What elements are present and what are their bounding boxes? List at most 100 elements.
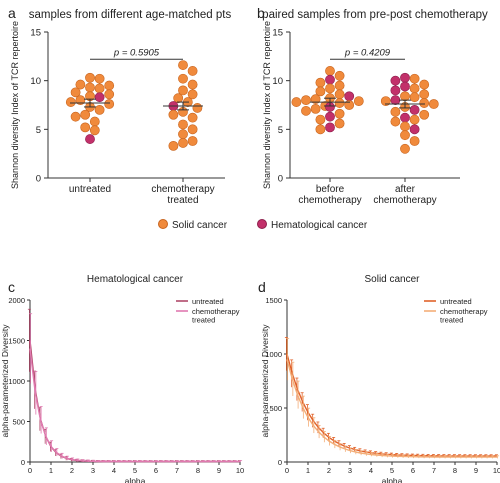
- x-axis-label: alpha: [125, 476, 146, 483]
- data-point-solid: [94, 104, 105, 115]
- data-point-solid: [315, 86, 326, 97]
- data-point-hematological: [390, 85, 401, 96]
- y-tick-label: 1500: [265, 296, 282, 305]
- y-tick-label: 1000: [8, 377, 25, 386]
- data-point-solid: [80, 109, 91, 120]
- data-point-solid: [419, 109, 430, 120]
- x-tick-label: 8: [196, 466, 200, 475]
- y-tick-label: 10: [30, 76, 41, 87]
- legend-label: treated: [440, 316, 463, 325]
- y-tick-label: 0: [21, 458, 25, 467]
- data-point-solid: [334, 98, 345, 108]
- data-point-solid: [301, 95, 311, 106]
- y-tick-label: 5: [278, 125, 283, 136]
- data-point-solid: [187, 89, 198, 100]
- data-point-solid: [291, 97, 302, 107]
- data-point-solid: [315, 77, 326, 88]
- data-point-solid: [400, 91, 410, 102]
- legend-solid-label: Solid cancer: [172, 220, 228, 231]
- legend-label: chemotherapy: [192, 307, 240, 316]
- series-line: [286, 359, 497, 458]
- x-tick-label: 7: [175, 466, 179, 475]
- category-label: after: [395, 184, 416, 195]
- panel-title: samples from different age-matched pts: [29, 9, 232, 21]
- panel-label-a: a: [8, 5, 16, 21]
- panel-b-scatter: paired samples from pre-post chemotherap…: [262, 9, 488, 206]
- data-point-solid: [409, 136, 420, 146]
- x-tick-label: 2: [70, 466, 74, 475]
- data-point-solid: [390, 116, 401, 127]
- y-tick-label: 500: [12, 418, 25, 427]
- data-point-solid: [301, 105, 311, 116]
- data-point-solid: [419, 98, 430, 108]
- data-point-solid: [400, 130, 410, 141]
- x-tick-label: 7: [432, 466, 436, 475]
- data-point-solid: [419, 79, 430, 90]
- data-point-solid: [310, 94, 321, 105]
- y-tick-label: 500: [269, 404, 282, 413]
- y-tick-label: 0: [36, 174, 41, 185]
- data-point-solid: [178, 129, 188, 140]
- p-value: p = 0.4209: [344, 47, 391, 58]
- y-axis-label: Shannon diversity Index of TCR repertoir…: [10, 21, 20, 189]
- x-tick-label: 4: [369, 466, 373, 475]
- y-tick-label: 2000: [8, 296, 25, 305]
- x-tick-label: 9: [217, 466, 221, 475]
- data-point-solid: [178, 138, 188, 148]
- data-point-solid: [173, 93, 184, 104]
- series-line: [29, 340, 240, 463]
- x-tick-label: 3: [348, 466, 352, 475]
- legend-shared: Solid cancer Hematological cancer: [158, 219, 368, 231]
- x-tick-label: 10: [236, 466, 244, 475]
- x-tick-label: 0: [28, 466, 32, 475]
- data-point-solid: [187, 136, 198, 146]
- panel-title: Solid cancer: [364, 274, 420, 285]
- data-point-solid: [334, 80, 345, 91]
- data-point-solid: [400, 121, 410, 132]
- panel-title: paired samples from pre-post chemotherap…: [262, 9, 488, 21]
- data-point-solid: [315, 124, 326, 135]
- data-point-solid: [80, 122, 91, 133]
- x-tick-label: 10: [493, 466, 500, 475]
- data-point-solid: [334, 108, 345, 119]
- data-point-solid: [187, 112, 198, 123]
- data-point-solid: [192, 103, 203, 113]
- data-point-solid: [409, 83, 420, 94]
- data-point-hematological: [325, 111, 335, 122]
- data-point-hematological: [344, 91, 355, 102]
- y-tick-label: 5: [36, 125, 41, 136]
- data-point-solid: [178, 73, 188, 84]
- x-tick-label: 1: [49, 466, 53, 475]
- panel-label-b: b: [257, 5, 265, 21]
- x-tick-label: 5: [133, 466, 137, 475]
- data-point-solid: [353, 96, 364, 107]
- data-point-solid: [409, 114, 420, 125]
- data-point-solid: [70, 111, 81, 122]
- data-point-solid: [187, 124, 198, 135]
- y-tick-label: 15: [272, 28, 283, 39]
- y-axis-label: alpha-parameterized Diversity: [260, 324, 270, 438]
- data-point-solid: [94, 73, 105, 84]
- panel-title: Hematological cancer: [87, 274, 184, 285]
- category-label: untreated: [69, 184, 111, 195]
- y-tick-label: 0: [278, 458, 282, 467]
- data-point-hematological: [400, 72, 410, 83]
- data-point-solid: [428, 99, 439, 109]
- x-tick-label: 6: [154, 466, 158, 475]
- y-tick-label: 10: [272, 76, 283, 87]
- data-point-hematological: [85, 134, 95, 144]
- panel-d-line: Solid cancer 0 500 1000 1500 0 1 2 3 4 5 6 7 8 9 10 alph…: [260, 274, 500, 483]
- data-point-solid: [104, 99, 115, 109]
- data-point-solid: [178, 60, 188, 70]
- data-point-solid: [168, 109, 179, 120]
- data-point-solid: [419, 89, 430, 100]
- category-label: treated: [167, 195, 198, 206]
- data-point-solid: [325, 83, 335, 94]
- data-point-solid: [310, 103, 321, 114]
- x-tick-label: 6: [411, 466, 415, 475]
- data-point-solid: [187, 66, 198, 76]
- panel-label-d: d: [258, 279, 266, 295]
- data-point-solid: [89, 116, 100, 127]
- category-label: chemotherapy: [151, 184, 214, 195]
